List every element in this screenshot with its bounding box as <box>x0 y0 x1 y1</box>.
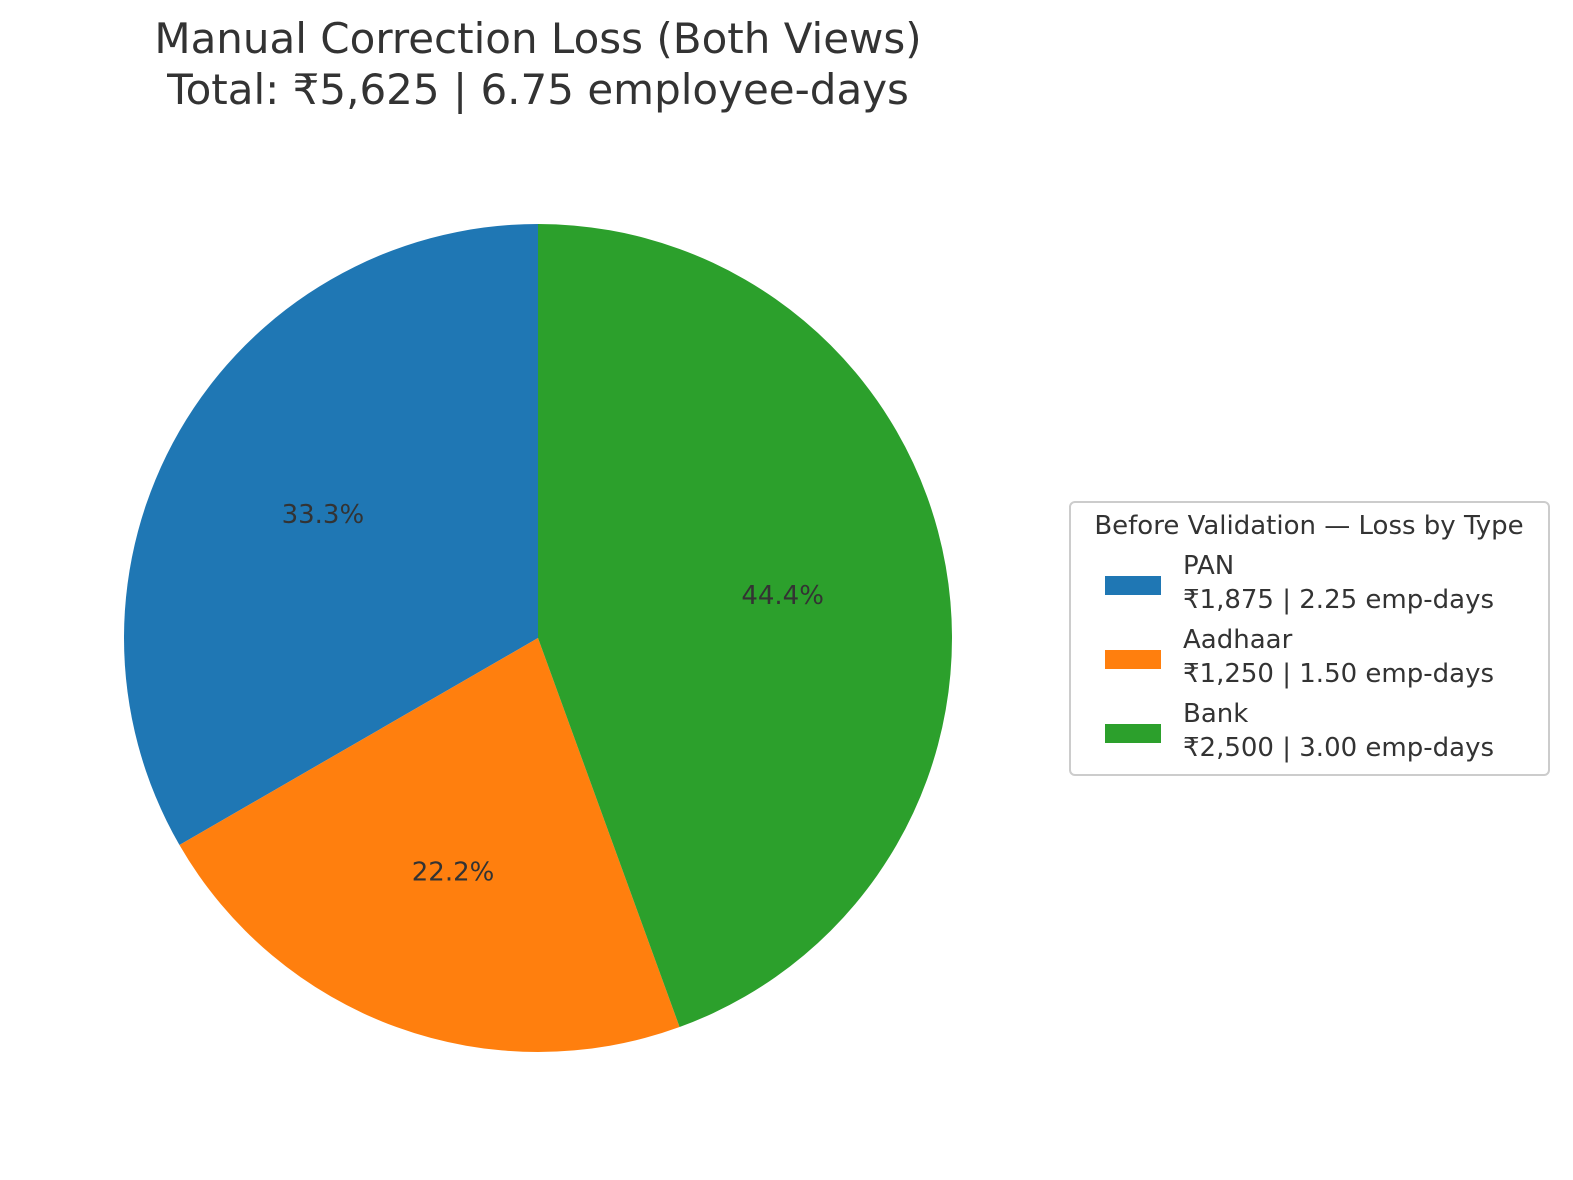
legend-entry-bank: Bank ₹2,500 | 3.00 emp-days <box>1105 699 1494 763</box>
pie-percent-labels: 33.3% 22.2% 44.4% <box>282 500 824 888</box>
legend-title: Before Validation — Loss by Type <box>1094 511 1523 541</box>
pie-percent-label-aadhaar: 22.2% <box>412 857 495 887</box>
pie-percent-label-bank: 44.4% <box>741 581 824 611</box>
legend-label-aadhaar: Aadhaar <box>1183 625 1293 655</box>
legend-swatch-aadhaar <box>1105 650 1161 669</box>
pie-percent-label-pan: 33.3% <box>282 500 365 530</box>
legend-label-pan: PAN <box>1183 551 1234 581</box>
legend-swatch-pan <box>1105 576 1161 595</box>
legend: Before Validation — Loss by Type PAN ₹1,8… <box>1069 501 1550 776</box>
legend-swatch-bank <box>1105 724 1161 743</box>
legend-entries: PAN ₹1,875 | 2.25 emp-days Aadhaar ₹1,250 |… <box>1105 551 1494 763</box>
pie-slice-bank <box>538 224 952 1028</box>
legend-detail-bank: ₹2,500 | 3.00 emp-days <box>1183 733 1494 763</box>
legend-entry-pan: PAN ₹1,875 | 2.25 emp-days <box>1105 551 1494 615</box>
chart-title: Manual Correction Loss (Both Views) Tota… <box>154 14 921 114</box>
legend-detail-pan: ₹1,875 | 2.25 emp-days <box>1183 585 1494 615</box>
pie-slices <box>124 224 952 1052</box>
pie-slice-aadhaar <box>179 638 680 1052</box>
chart-title-line-2: Total: ₹5,625 | 6.75 employee-days <box>166 65 909 114</box>
pie-slice-pan <box>124 224 538 845</box>
legend-frame <box>1069 501 1550 776</box>
legend-detail-aadhaar: ₹1,250 | 1.50 emp-days <box>1183 659 1494 689</box>
legend-entry-aadhaar: Aadhaar ₹1,250 | 1.50 emp-days <box>1105 625 1494 689</box>
legend-label-bank: Bank <box>1183 699 1248 729</box>
chart-title-line-1: Manual Correction Loss (Both Views) <box>154 14 921 63</box>
